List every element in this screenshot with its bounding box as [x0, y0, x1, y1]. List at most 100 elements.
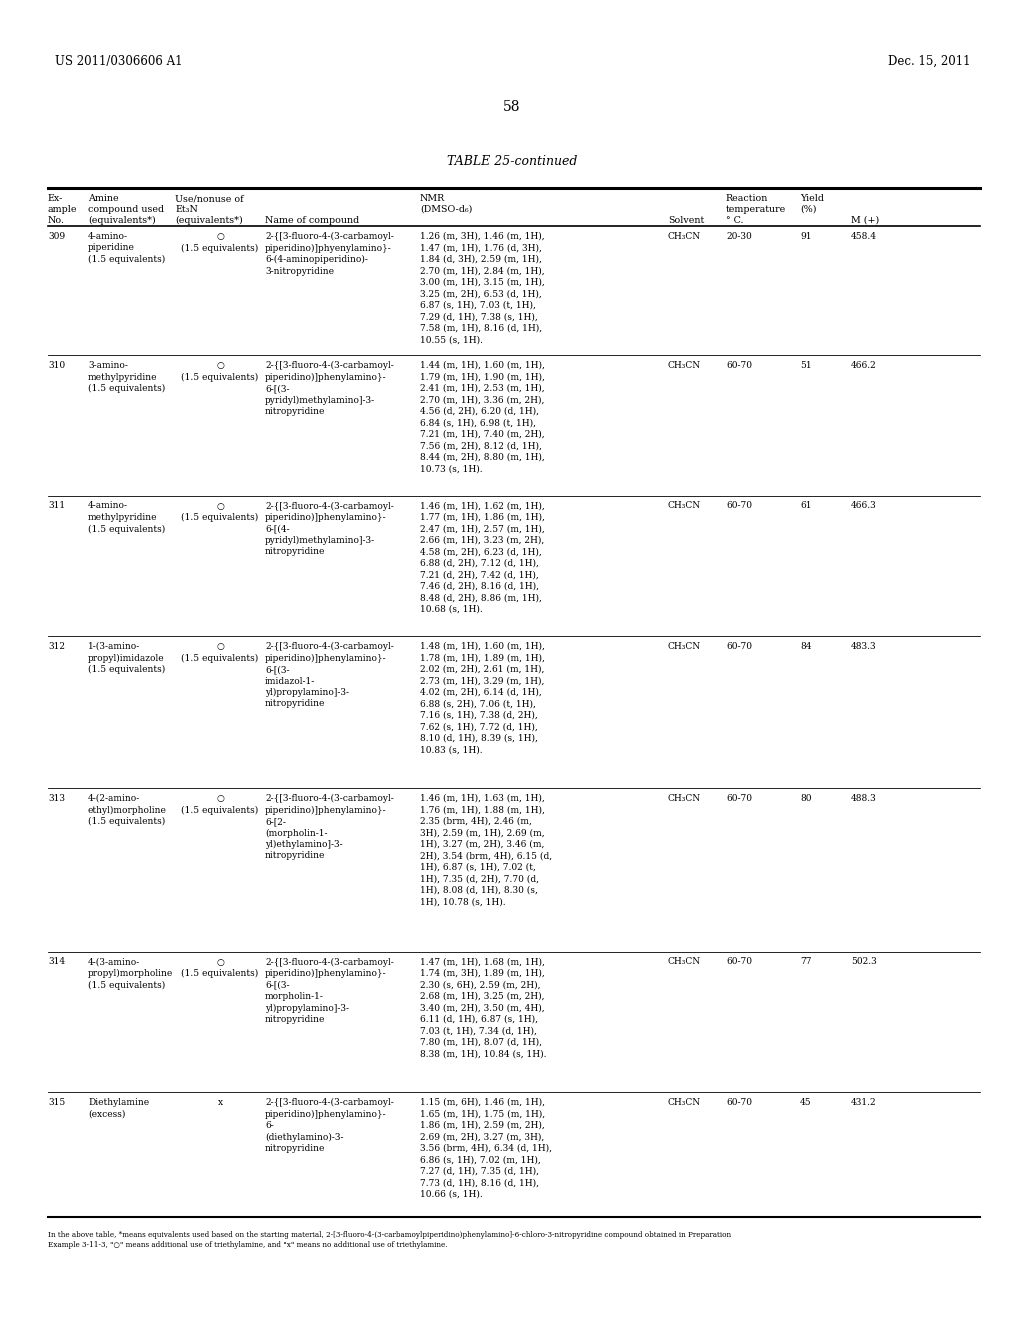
Text: 7.29 (d, 1H), 7.38 (s, 1H),: 7.29 (d, 1H), 7.38 (s, 1H),: [420, 313, 538, 322]
Text: 1.15 (m, 6H), 1.46 (m, 1H),: 1.15 (m, 6H), 1.46 (m, 1H),: [420, 1098, 545, 1107]
Text: TABLE 25-continued: TABLE 25-continued: [446, 154, 578, 168]
Text: propyl)imidazole: propyl)imidazole: [88, 653, 165, 663]
Text: (1.5 equivalents): (1.5 equivalents): [88, 384, 165, 393]
Text: x: x: [217, 1098, 222, 1107]
Text: 60-70: 60-70: [726, 642, 752, 651]
Text: 7.27 (d, 1H), 7.35 (d, 1H),: 7.27 (d, 1H), 7.35 (d, 1H),: [420, 1167, 539, 1176]
Text: (1.5 equivalents): (1.5 equivalents): [181, 969, 259, 978]
Text: 6.84 (s, 1H), 6.98 (t, 1H),: 6.84 (s, 1H), 6.98 (t, 1H),: [420, 418, 536, 428]
Text: ○: ○: [216, 957, 224, 966]
Text: 1.48 (m, 1H), 1.60 (m, 1H),: 1.48 (m, 1H), 1.60 (m, 1H),: [420, 642, 545, 651]
Text: (excess): (excess): [88, 1110, 125, 1118]
Text: (equivalents*): (equivalents*): [175, 216, 243, 226]
Text: 488.3: 488.3: [851, 795, 877, 803]
Text: 7.21 (m, 1H), 7.40 (m, 2H),: 7.21 (m, 1H), 7.40 (m, 2H),: [420, 430, 545, 440]
Text: 58: 58: [503, 100, 521, 114]
Text: 314: 314: [48, 957, 66, 966]
Text: 1.84 (d, 3H), 2.59 (m, 1H),: 1.84 (d, 3H), 2.59 (m, 1H),: [420, 255, 542, 264]
Text: 6.87 (s, 1H), 7.03 (t, 1H),: 6.87 (s, 1H), 7.03 (t, 1H),: [420, 301, 536, 310]
Text: 8.10 (d, 1H), 8.39 (s, 1H),: 8.10 (d, 1H), 8.39 (s, 1H),: [420, 734, 538, 743]
Text: 1H), 6.87 (s, 1H), 7.02 (t,: 1H), 6.87 (s, 1H), 7.02 (t,: [420, 863, 536, 873]
Text: 1.47 (m, 1H), 1.68 (m, 1H),: 1.47 (m, 1H), 1.68 (m, 1H),: [420, 957, 545, 966]
Text: 10.73 (s, 1H).: 10.73 (s, 1H).: [420, 465, 482, 474]
Text: nitropyridine: nitropyridine: [265, 1144, 326, 1152]
Text: Solvent: Solvent: [668, 216, 705, 224]
Text: 60-70: 60-70: [726, 360, 752, 370]
Text: 6-[(4-: 6-[(4-: [265, 524, 290, 533]
Text: 6-[(3-: 6-[(3-: [265, 665, 290, 675]
Text: CH₃CN: CH₃CN: [668, 232, 701, 242]
Text: 77: 77: [800, 957, 811, 966]
Text: 2.47 (m, 1H), 2.57 (m, 1H),: 2.47 (m, 1H), 2.57 (m, 1H),: [420, 524, 545, 533]
Text: 3.40 (m, 2H), 3.50 (m, 4H),: 3.40 (m, 2H), 3.50 (m, 4H),: [420, 1003, 545, 1012]
Text: US 2011/0306606 A1: US 2011/0306606 A1: [55, 55, 182, 69]
Text: 2-{[3-fluoro-4-(3-carbamoyl-: 2-{[3-fluoro-4-(3-carbamoyl-: [265, 360, 394, 370]
Text: 466.3: 466.3: [851, 502, 877, 511]
Text: 4-(2-amino-: 4-(2-amino-: [88, 795, 140, 803]
Text: 10.66 (s, 1H).: 10.66 (s, 1H).: [420, 1191, 482, 1199]
Text: ° C.: ° C.: [726, 216, 743, 224]
Text: temperature: temperature: [726, 205, 786, 214]
Text: 4-amino-: 4-amino-: [88, 502, 128, 511]
Text: 2.30 (s, 6H), 2.59 (m, 2H),: 2.30 (s, 6H), 2.59 (m, 2H),: [420, 981, 541, 990]
Text: 1.79 (m, 1H), 1.90 (m, 1H),: 1.79 (m, 1H), 1.90 (m, 1H),: [420, 372, 545, 381]
Text: piperidino)]phenylamino}-: piperidino)]phenylamino}-: [265, 653, 387, 663]
Text: Et₃N: Et₃N: [175, 205, 198, 214]
Text: methylpyridine: methylpyridine: [88, 372, 158, 381]
Text: CH₃CN: CH₃CN: [668, 502, 701, 511]
Text: (1.5 equivalents): (1.5 equivalents): [88, 981, 165, 990]
Text: (1.5 equivalents): (1.5 equivalents): [88, 255, 165, 264]
Text: 91: 91: [800, 232, 811, 242]
Text: 8.38 (m, 1H), 10.84 (s, 1H).: 8.38 (m, 1H), 10.84 (s, 1H).: [420, 1049, 547, 1059]
Text: ethyl)morpholine: ethyl)morpholine: [88, 805, 167, 814]
Text: 7.21 (d, 2H), 7.42 (d, 1H),: 7.21 (d, 2H), 7.42 (d, 1H),: [420, 570, 539, 579]
Text: 1.46 (m, 1H), 1.63 (m, 1H),: 1.46 (m, 1H), 1.63 (m, 1H),: [420, 795, 545, 803]
Text: 7.03 (t, 1H), 7.34 (d, 1H),: 7.03 (t, 1H), 7.34 (d, 1H),: [420, 1027, 537, 1035]
Text: 8.48 (d, 2H), 8.86 (m, 1H),: 8.48 (d, 2H), 8.86 (m, 1H),: [420, 594, 542, 602]
Text: 1.26 (m, 3H), 1.46 (m, 1H),: 1.26 (m, 3H), 1.46 (m, 1H),: [420, 232, 545, 242]
Text: Amine: Amine: [88, 194, 119, 203]
Text: ○: ○: [216, 795, 224, 803]
Text: In the above table, *means equivalents used based on the starting material, 2-[3: In the above table, *means equivalents u…: [48, 1232, 731, 1239]
Text: 2H), 3.54 (brm, 4H), 6.15 (d,: 2H), 3.54 (brm, 4H), 6.15 (d,: [420, 851, 552, 861]
Text: 502.3: 502.3: [851, 957, 877, 966]
Text: 2-{[3-fluoro-4-(3-carbamoyl-: 2-{[3-fluoro-4-(3-carbamoyl-: [265, 502, 394, 511]
Text: 312: 312: [48, 642, 65, 651]
Text: 10.83 (s, 1H).: 10.83 (s, 1H).: [420, 746, 482, 755]
Text: piperidino)]phenylamino}-: piperidino)]phenylamino}-: [265, 969, 387, 978]
Text: 1H), 10.78 (s, 1H).: 1H), 10.78 (s, 1H).: [420, 898, 506, 907]
Text: (1.5 equivalents): (1.5 equivalents): [88, 665, 165, 675]
Text: 458.4: 458.4: [851, 232, 877, 242]
Text: piperidino)]phenylamino}-: piperidino)]phenylamino}-: [265, 372, 387, 381]
Text: yl)propylamino]-3-: yl)propylamino]-3-: [265, 1003, 349, 1012]
Text: M (+): M (+): [851, 216, 880, 224]
Text: nitropyridine: nitropyridine: [265, 1015, 326, 1024]
Text: ample: ample: [48, 205, 78, 214]
Text: 6-[2-: 6-[2-: [265, 817, 286, 826]
Text: 1.86 (m, 1H), 2.59 (m, 2H),: 1.86 (m, 1H), 2.59 (m, 2H),: [420, 1121, 545, 1130]
Text: (equivalents*): (equivalents*): [88, 216, 156, 226]
Text: 2.70 (m, 1H), 2.84 (m, 1H),: 2.70 (m, 1H), 2.84 (m, 1H),: [420, 267, 545, 276]
Text: Use/nonuse of: Use/nonuse of: [175, 194, 244, 203]
Text: 2.41 (m, 1H), 2.53 (m, 1H),: 2.41 (m, 1H), 2.53 (m, 1H),: [420, 384, 545, 393]
Text: morpholin-1-: morpholin-1-: [265, 993, 324, 1001]
Text: 4.58 (m, 2H), 6.23 (d, 1H),: 4.58 (m, 2H), 6.23 (d, 1H),: [420, 548, 542, 557]
Text: (1.5 equivalents): (1.5 equivalents): [88, 524, 165, 533]
Text: 1.46 (m, 1H), 1.62 (m, 1H),: 1.46 (m, 1H), 1.62 (m, 1H),: [420, 502, 545, 511]
Text: propyl)morpholine: propyl)morpholine: [88, 969, 173, 978]
Text: 483.3: 483.3: [851, 642, 877, 651]
Text: (1.5 equivalents): (1.5 equivalents): [181, 513, 259, 523]
Text: 1H), 7.35 (d, 2H), 7.70 (d,: 1H), 7.35 (d, 2H), 7.70 (d,: [420, 874, 539, 883]
Text: Reaction: Reaction: [726, 194, 768, 203]
Text: methylpyridine: methylpyridine: [88, 513, 158, 521]
Text: 309: 309: [48, 232, 66, 242]
Text: 2.66 (m, 1H), 3.23 (m, 2H),: 2.66 (m, 1H), 3.23 (m, 2H),: [420, 536, 544, 545]
Text: 1.77 (m, 1H), 1.86 (m, 1H),: 1.77 (m, 1H), 1.86 (m, 1H),: [420, 513, 545, 521]
Text: 1.74 (m, 3H), 1.89 (m, 1H),: 1.74 (m, 3H), 1.89 (m, 1H),: [420, 969, 545, 978]
Text: 466.2: 466.2: [851, 360, 877, 370]
Text: 2.73 (m, 1H), 3.29 (m, 1H),: 2.73 (m, 1H), 3.29 (m, 1H),: [420, 676, 545, 685]
Text: 6.88 (d, 2H), 7.12 (d, 1H),: 6.88 (d, 2H), 7.12 (d, 1H),: [420, 558, 539, 568]
Text: 2-{[3-fluoro-4-(3-carbamoyl-: 2-{[3-fluoro-4-(3-carbamoyl-: [265, 1098, 394, 1107]
Text: 7.46 (d, 2H), 8.16 (d, 1H),: 7.46 (d, 2H), 8.16 (d, 1H),: [420, 582, 539, 591]
Text: 3H), 2.59 (m, 1H), 2.69 (m,: 3H), 2.59 (m, 1H), 2.69 (m,: [420, 829, 545, 837]
